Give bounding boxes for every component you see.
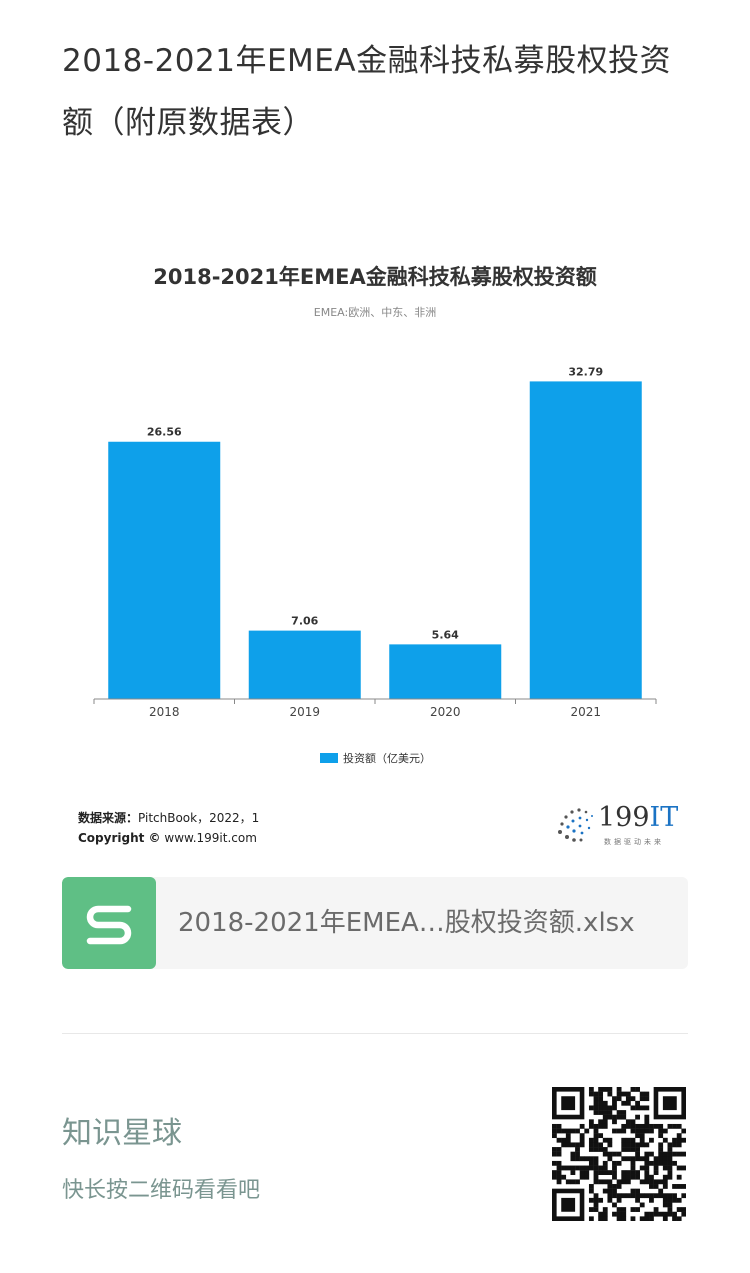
x-tick-label-2019: 2019 <box>289 705 320 719</box>
attachment-card[interactable]: 2018-2021年EMEA…股权投资额.xlsx <box>62 877 688 969</box>
199it-logo: 199IT 数据驱动未来 <box>552 800 682 850</box>
data-label-2021: 32.79 <box>568 365 603 378</box>
bar-2019 <box>248 630 361 699</box>
x-axis-ticks: 2018 2019 2020 2021 <box>93 699 657 719</box>
x-tick-label-2020: 2020 <box>430 705 461 719</box>
divider <box>62 1033 688 1034</box>
copyright-site: www.199it.com <box>164 831 257 845</box>
copyright-label: Copyright © <box>78 831 161 845</box>
page-title: 2018-2021年EMEA金融科技私募股权投资额（附原数据表） <box>62 43 672 141</box>
dots-logo-icon <box>558 808 593 842</box>
logo-text: 199IT <box>598 802 679 833</box>
attachment-filename: 2018-2021年EMEA…股权投资额.xlsx <box>178 908 635 938</box>
legend-swatch <box>320 753 338 763</box>
data-label-2018: 26.56 <box>147 426 182 439</box>
bar-2018 <box>108 441 221 699</box>
legend-label: 投资额（亿美元） <box>343 751 431 765</box>
bar-2021 <box>529 381 642 699</box>
source-block: 数据来源：PitchBook，2022，1 Copyright © www.19… <box>78 808 259 848</box>
x-tick-label-2018: 2018 <box>149 705 180 719</box>
bar-2020 <box>389 644 502 699</box>
data-label-2019: 7.06 <box>291 615 318 628</box>
legend: 投资额（亿美元） <box>320 751 431 765</box>
bars-layer: 26.56 7.06 5.64 32.79 <box>108 365 642 699</box>
x-tick-label-2021: 2021 <box>570 705 601 719</box>
promo-title: 知识星球 <box>62 1116 182 1151</box>
qr-code-icon[interactable] <box>552 1087 686 1221</box>
source-label: 数据来源： <box>78 811 139 825</box>
bar-chart: 2018-2021年EMEA金融科技私募股权投资额 EMEA:欧洲、中东、非洲 … <box>93 265 657 765</box>
data-label-2020: 5.64 <box>432 628 459 641</box>
chart-subtitle: EMEA:欧洲、中东、非洲 <box>314 306 436 319</box>
chart-title: 2018-2021年EMEA金融科技私募股权投资额 <box>153 265 596 289</box>
promo-subtitle: 快长按二维码看看吧 <box>62 1178 261 1203</box>
source-text: PitchBook，2022，1 <box>138 811 260 825</box>
spreadsheet-s-icon <box>62 877 156 969</box>
logo-slogan: 数据驱动未来 <box>604 838 664 846</box>
